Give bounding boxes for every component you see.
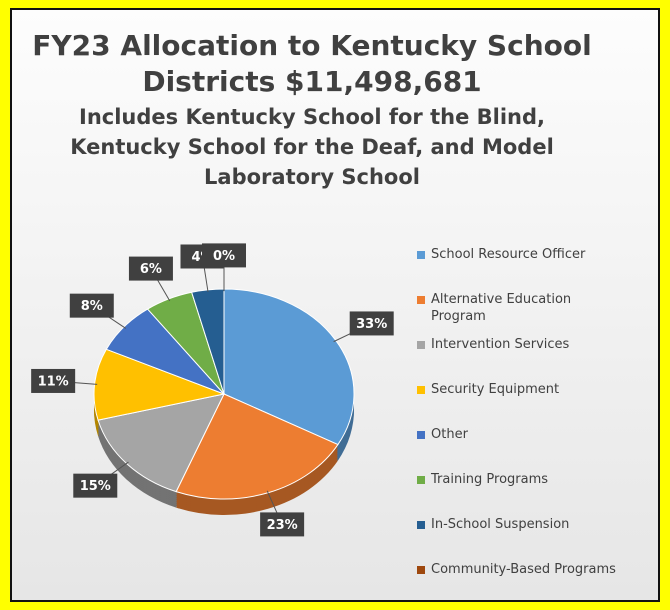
legend-item: Intervention Services: [417, 336, 652, 381]
legend-swatch: [417, 521, 425, 529]
legend-swatch: [417, 296, 425, 304]
data-label: 33%: [356, 317, 387, 332]
data-label-box: [128, 256, 173, 281]
data-label: 0%: [213, 249, 235, 264]
chart-frame: FY23 Allocation to Kentucky School Distr…: [10, 8, 660, 602]
legend-swatch: [417, 431, 425, 439]
pie-chart: 33%23%15%11%8%6%4%0%: [31, 243, 394, 537]
data-label-box: [31, 368, 76, 393]
legend-label: Other: [431, 427, 468, 442]
data-label: 15%: [80, 479, 111, 494]
data-label: 23%: [267, 518, 298, 533]
legend-label: Alternative Education Program: [431, 292, 572, 324]
legend-label: In-School Suspension: [431, 517, 570, 532]
chart-title: FY23 Allocation to Kentucky School Distr…: [32, 29, 592, 98]
legend-item: Other: [417, 426, 652, 471]
chart-subtitle: Includes Kentucky School for the Blind, …: [70, 105, 554, 189]
legend: School Resource Officer Alternative Educa…: [417, 246, 652, 600]
legend-label: Training Programs: [431, 472, 549, 487]
legend-swatch: [417, 476, 425, 484]
legend-swatch: [417, 386, 425, 394]
legend-label: Intervention Services: [431, 337, 570, 352]
legend-item: School Resource Officer: [417, 246, 652, 291]
legend-swatch: [417, 566, 425, 574]
legend-item: Security Equipment: [417, 381, 652, 426]
legend-item: Training Programs: [417, 471, 652, 516]
legend-item: In-School Suspension: [417, 516, 652, 561]
legend-label: School Resource Officer: [431, 247, 586, 262]
legend-label: Community-Based Programs: [431, 562, 616, 577]
data-label-box: [69, 293, 114, 318]
legend-swatch: [417, 251, 425, 259]
data-label-box: [349, 311, 394, 336]
data-label: 8%: [81, 299, 103, 314]
legend-swatch: [417, 341, 425, 349]
legend-item: Community-Based Programs: [417, 561, 652, 600]
legend-label: Security Equipment: [431, 382, 560, 397]
data-label: 6%: [140, 262, 162, 277]
legend-item: Alternative Education Program: [417, 291, 652, 336]
data-label: 11%: [38, 374, 69, 389]
data-label-box: [73, 473, 118, 498]
data-label-box: [260, 512, 305, 537]
data-label-box: [202, 243, 246, 268]
